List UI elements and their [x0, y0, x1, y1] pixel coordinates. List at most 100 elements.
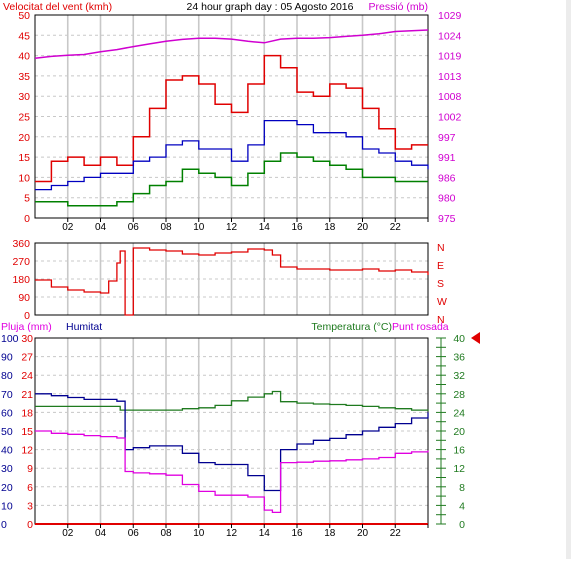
temperature-y-tick-label: 16	[453, 445, 465, 457]
humidity-y-tick-label: 90	[1, 352, 13, 364]
rain-y-tick-label: 15	[21, 426, 33, 438]
pressure-y-tick-label: 997	[438, 132, 456, 144]
humidity-y-tick-label: 70	[1, 389, 13, 401]
rain-y-tick-label: 24	[21, 370, 33, 382]
humidity-y-tick-label: 30	[1, 463, 13, 475]
rain-y-tick-label: 6	[27, 482, 33, 494]
temperature-y-tick-label: 28	[453, 389, 465, 401]
compass-label: S	[437, 278, 444, 290]
pressure-y-tick-label: 1008	[438, 91, 462, 103]
pressure-y-tick-label: 991	[438, 152, 456, 164]
direction-y-tick-label: 270	[12, 256, 30, 268]
temperature-y-tick-label: 20	[453, 426, 465, 438]
wind-pressure-panel: 0 5 10 15 20 25 30 35 40 45 50 975 980 986 991 997 1002 1…	[18, 10, 461, 233]
direction-y-tick-label: 0	[24, 310, 30, 322]
pressure-y-tick-label: 980	[438, 193, 456, 205]
direction-series	[35, 247, 429, 316]
temperature-y-tick-label: 40	[453, 333, 465, 345]
x-tick-label: 18	[324, 528, 336, 539]
x-tick-label: 12	[226, 528, 238, 539]
x-tick-label: 16	[291, 528, 303, 539]
x-tick-label: 06	[128, 528, 140, 539]
wind-y-tick-label: 30	[18, 91, 30, 103]
pressure-y-tick-label: 1024	[438, 30, 462, 42]
temperature-y-tick-label: 32	[453, 370, 465, 382]
direction-plot-frame	[34, 242, 429, 316]
humidity-y-tick-label: 10	[1, 500, 13, 512]
x-tick-label: 04	[95, 528, 107, 539]
pressure-y-tick-label: 1019	[438, 51, 462, 63]
x-tick-label: 22	[390, 528, 402, 539]
temperature-y-tick-label: 4	[459, 500, 465, 512]
dew-point-axis-title: Punt rosada	[392, 321, 449, 333]
x-tick-label: 16	[291, 222, 303, 233]
x-tick-label: 22	[390, 222, 402, 233]
rain-y-tick-label: 30	[21, 333, 33, 345]
x-tick-label: 14	[259, 222, 271, 233]
temperature-axis-title: Temperatura (°C)	[311, 321, 392, 333]
humidity-series	[35, 393, 429, 492]
wind-gust-series	[35, 54, 428, 183]
wind-axis-title: Velocitat del vent (kmh)	[3, 1, 112, 13]
wind-y-tick-label: 15	[18, 152, 30, 164]
wind-y-tick-label: 25	[18, 112, 30, 124]
humidity-y-tick-label: 20	[1, 482, 13, 494]
pressure-y-tick-label: 1029	[438, 10, 462, 22]
x-tick-label: 04	[95, 222, 107, 233]
pressure-y-tick-label: 986	[438, 172, 456, 184]
wind-y-tick-label: 50	[18, 10, 30, 22]
rain-humidity-temperature-panel: 0102030405060708090100036912151821242730…	[1, 332, 480, 539]
humidity-y-tick-label: 50	[1, 426, 13, 438]
wind-y-tick-label: 35	[18, 71, 30, 83]
dew-point-series	[35, 430, 429, 514]
humidity-y-tick-label: 80	[1, 370, 13, 382]
humidity-axis-title: Humitat	[66, 321, 102, 333]
pressure-y-tick-label: 975	[438, 213, 456, 225]
temperature-y-tick-label: 12	[453, 463, 465, 475]
x-tick-label: 10	[193, 222, 205, 233]
pressure-series	[34, 29, 429, 59]
rain-y-tick-label: 27	[21, 352, 33, 364]
x-tick-label: 10	[193, 528, 205, 539]
temperature-y-tick-label: 0	[459, 519, 465, 531]
x-tick-label: 02	[62, 528, 74, 539]
rain-y-tick-label: 12	[21, 445, 33, 457]
pressure-y-tick-label: 1002	[438, 112, 462, 124]
humidity-y-tick-label: 60	[1, 407, 13, 419]
wind-y-tick-label: 45	[18, 30, 30, 42]
humidity-y-tick-label: 100	[1, 333, 19, 345]
rain-y-tick-label: 21	[21, 389, 33, 401]
wind-avg-series	[35, 119, 429, 191]
wind-y-tick-label: 5	[24, 193, 30, 205]
x-tick-label: 08	[160, 528, 172, 539]
temperature-y-tick-label: 36	[453, 352, 465, 364]
rain-axis-title: Pluja (mm)	[1, 321, 52, 333]
rain-y-tick-label: 9	[27, 463, 33, 475]
pressure-axis-title: Pressió (mb)	[368, 1, 428, 13]
wind-y-tick-label: 10	[18, 172, 30, 184]
temperature-y-tick-label: 8	[459, 482, 465, 494]
humidity-y-tick-label: 0	[1, 519, 7, 531]
compass-label: N	[437, 242, 445, 254]
compass-label: N	[437, 314, 445, 326]
x-tick-label: 18	[324, 222, 336, 233]
x-tick-label: 06	[128, 222, 140, 233]
direction-y-tick-label: 360	[12, 238, 30, 250]
x-tick-label: 12	[226, 222, 238, 233]
rain-y-tick-label: 3	[27, 500, 33, 512]
current-temperature-marker	[471, 332, 480, 344]
x-tick-label: 20	[357, 222, 369, 233]
right-edge-strip	[566, 0, 571, 559]
wind-y-tick-label: 0	[24, 213, 30, 225]
direction-y-tick-label: 90	[18, 292, 30, 304]
wind-min-series	[35, 152, 428, 207]
x-tick-label: 08	[160, 222, 172, 233]
direction-y-tick-label: 180	[12, 274, 30, 286]
wind-y-tick-label: 20	[18, 132, 30, 144]
wind-y-tick-label: 40	[18, 51, 30, 63]
chart-title: 24 hour graph day : 05 Agosto 2016	[187, 1, 354, 13]
temperature-y-tick-label: 24	[453, 407, 465, 419]
